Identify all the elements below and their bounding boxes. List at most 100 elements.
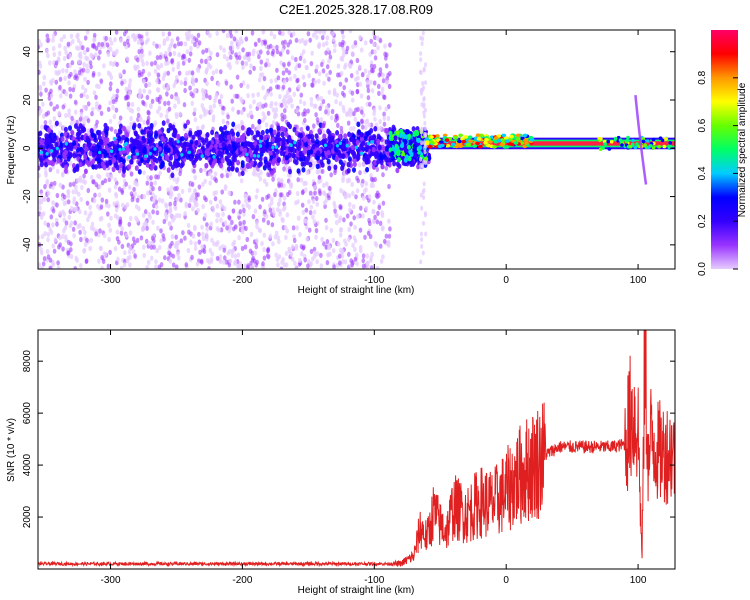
spectrogram-cell [186,119,190,126]
spectrogram-cell [260,129,265,136]
spectrogram-cell [277,156,281,163]
spectrogram-cell [345,178,350,184]
spectrogram-cell [42,256,47,262]
spectrogram-cell [177,70,182,76]
spectrogram-cell [225,149,230,155]
spectrogram-cell [38,155,43,161]
spectrogram-cell [85,237,89,243]
spectrogram-cell [203,212,208,218]
spectrogram-cell [129,191,134,197]
x-tick-label: -300 [101,275,121,286]
spectrogram-cell [194,130,199,137]
spectrogram-cell [456,144,462,148]
spectrogram-cell [261,217,266,223]
spectrogram-cell [221,118,226,124]
spectrogram-cell [376,210,380,216]
spectrogram-cell [347,131,352,138]
spectrogram-cell [110,149,114,153]
spectrogram-cell [356,121,361,128]
spectrogram-cell [115,88,120,94]
spectrogram-cell [288,156,293,163]
colorbar [711,30,738,269]
spectrogram-cell [219,69,223,75]
spectrogram-cell [230,49,234,55]
spectrogram-cell [373,55,378,61]
spectrogram-cell [163,71,168,77]
spectrogram-cell [59,141,64,148]
spectrogram-cell [263,114,267,120]
spectrogram-cell [158,94,162,100]
spectrogram-cell [332,87,337,93]
snr-line [38,330,675,568]
spectrogram-cell [275,44,279,51]
spectrogram-cell [146,190,150,196]
spectrogram-cell [211,117,216,123]
spectrogram-cell [170,233,175,240]
spectrogram-cell [60,136,65,142]
spectrogram-cell [147,89,152,95]
spectrogram-cell [179,197,183,203]
spectrogram-cell [273,234,278,240]
spectrogram-cell [312,103,317,109]
spectrogram-cell [128,90,132,96]
spectrogram-cell [139,235,144,241]
spectrogram-cell [135,133,140,140]
spectrogram-cell [52,248,57,254]
spectrogram-cell [49,101,53,107]
spectrogram-cell [193,224,197,230]
spectrogram-cell [51,262,55,268]
spectrogram-cell [169,213,174,219]
spectrogram-cell [355,139,360,146]
spectrogram-cell [38,262,42,268]
spectrogram-cell [146,130,151,137]
spectrogram-cell [92,198,97,204]
spectrogram-cell [131,236,136,242]
spectrogram-cell [281,84,286,90]
spectrogram-cell [524,141,529,145]
spectrogram-cell [208,199,213,205]
spectrogram-cell [420,41,424,46]
spectrogram-cell [362,188,367,194]
spectrogram-cell [380,154,385,161]
spectrogram-cell [332,48,337,54]
spectrogram-cell [388,42,392,48]
spectrogram-cell [199,58,204,64]
spectrogram-cell [386,241,390,247]
spectrogram-cell [293,73,297,79]
spectrogram-cell [248,69,252,75]
spectrogram-cell [98,104,102,110]
spectrogram-cell [197,134,202,141]
spectrogram-cell [318,105,323,111]
spectrogram-cell [189,239,193,246]
spectrogram-cell [342,217,346,223]
spectrogram-cell [305,236,310,242]
spectrogram-cell [91,164,96,170]
spectrogram-cell [57,110,61,116]
spectrogram-cell [186,247,191,254]
spectrogram-cell [476,137,482,141]
spectrogram-cell [195,261,200,267]
spectrogram-cell [80,148,85,155]
spectrogram-cell [296,168,301,174]
spectrogram-cell [79,263,83,269]
spectrogram-cell [375,35,380,41]
spectrogram-cell [233,260,237,266]
spectrogram-cell [234,93,239,99]
spectrogram-cell [307,73,311,79]
spectrogram-cell [309,261,313,267]
spectrogram-cell [356,106,360,112]
spectrogram-cell [381,200,386,206]
spectrogram-cell [90,53,94,60]
spectrogram-cell [350,262,355,268]
spectrogram-cell [243,193,248,199]
spectrogram-cell [287,248,292,254]
spectrogram-cell [204,68,209,74]
spectrogram-cell [155,248,159,254]
spectrogram-cell [195,66,200,72]
spectrogram-cell [142,137,147,144]
spectrogram-cell [201,49,205,55]
spectrogram-cell [124,86,129,92]
spectrogram-cell [39,250,44,256]
spectrogram-cell [190,33,194,40]
